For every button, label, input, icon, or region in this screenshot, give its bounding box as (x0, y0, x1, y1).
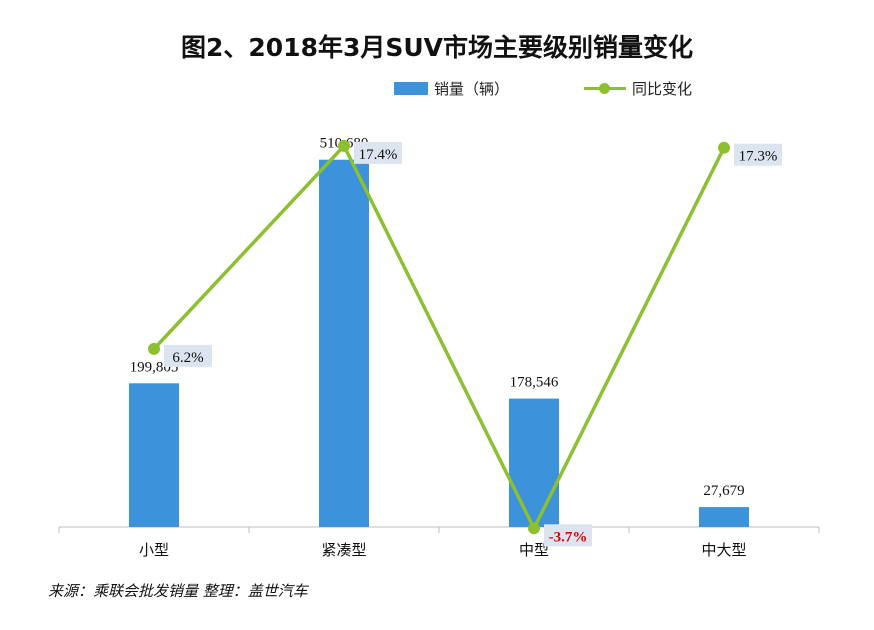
yoy-point-2 (528, 522, 540, 535)
x-tick-label-3: 中大型 (701, 541, 746, 559)
source-note: 来源：乘联会批发销量 整理：盖世汽车 (48, 582, 308, 600)
yoy-label-0: 6.2% (172, 350, 203, 366)
legend-item-sales: 销量（辆） (394, 78, 509, 99)
x-tick-label-1: 紧凑型 (321, 541, 366, 559)
legend: 销量（辆） 同比变化 (0, 78, 874, 100)
yoy-label-2: -3.7% (549, 529, 588, 545)
yoy-label-box-0 (164, 344, 212, 367)
yoy-line (152, 142, 726, 533)
bar-0 (129, 383, 179, 527)
bar-value-label-2: 178,546 (510, 375, 559, 391)
legend-swatch-line (584, 82, 626, 95)
yoy-label-box-3 (734, 143, 782, 166)
yoy-label-3: 17.3% (739, 149, 778, 165)
bar-3 (699, 507, 749, 527)
bar-2 (509, 398, 559, 527)
bar-1 (319, 159, 369, 527)
legend-label-yoy: 同比变化 (632, 80, 693, 98)
yoy-point-3 (718, 141, 730, 154)
yoy-point-0 (148, 342, 160, 355)
yoy-label-box-2 (544, 524, 592, 547)
bar-value-label-3: 27,679 (703, 483, 744, 499)
legend-item-yoy: 同比变化 (584, 78, 692, 99)
yoy-label-1: 17.4% (359, 147, 398, 163)
x-tick-label-0: 小型 (139, 541, 169, 559)
x-tick-label-2: 中型 (519, 541, 549, 559)
yoy-point-1 (338, 139, 350, 152)
legend-label-sales: 销量（辆） (434, 80, 510, 98)
legend-swatch-bar (394, 82, 428, 95)
yoy-label-box-1 (354, 141, 402, 164)
chart-title: 图2、2018年3月SUV市场主要级别销量变化 (180, 33, 694, 62)
